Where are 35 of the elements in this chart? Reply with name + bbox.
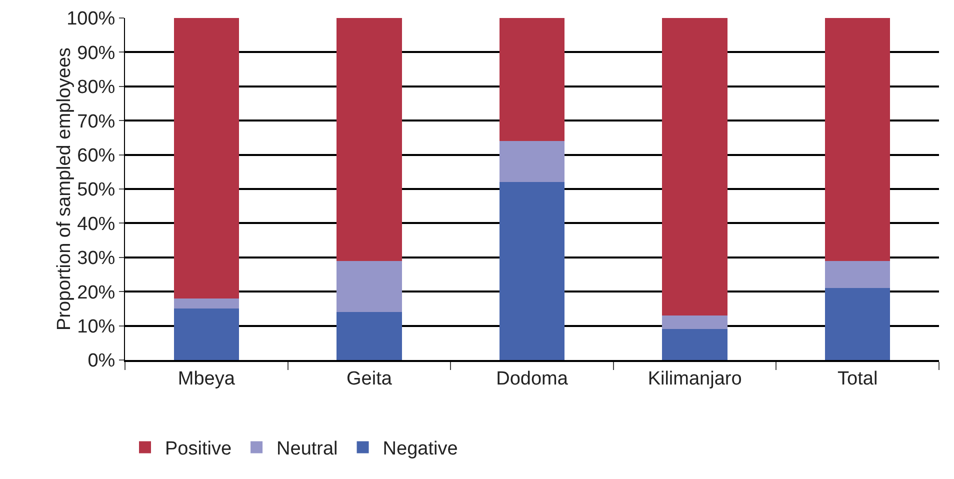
bar bbox=[336, 312, 402, 360]
y-tick-label: 80% bbox=[77, 77, 116, 98]
y-tick-label: 20% bbox=[77, 282, 116, 304]
bar bbox=[174, 298, 239, 309]
y-tick-label: 10% bbox=[77, 316, 116, 338]
y-tick-label: 70% bbox=[77, 111, 116, 132]
bar bbox=[336, 18, 402, 261]
legend-label: Positive bbox=[165, 438, 232, 460]
x-tick-label: Kilimanjaro bbox=[648, 368, 742, 390]
bar bbox=[825, 18, 890, 261]
y-tick-label: 0% bbox=[88, 350, 116, 372]
bar bbox=[662, 316, 728, 330]
legend-label: Neutral bbox=[276, 438, 338, 460]
y-axis-title: Proportion of sampled employees bbox=[54, 47, 76, 331]
bar bbox=[174, 18, 239, 298]
x-tick-label: Dodoma bbox=[496, 368, 568, 390]
y-tick-label: 30% bbox=[77, 248, 116, 270]
y-tick-label: 90% bbox=[77, 42, 116, 64]
bar bbox=[662, 18, 728, 316]
y-tick-label: 60% bbox=[77, 145, 116, 166]
bar bbox=[825, 288, 890, 360]
bar bbox=[174, 308, 239, 360]
y-tick-label: 40% bbox=[77, 214, 116, 235]
bar bbox=[499, 141, 565, 182]
bar bbox=[825, 260, 890, 288]
bar bbox=[336, 260, 402, 312]
x-tick-label: Mbeya bbox=[178, 368, 236, 390]
legend-label: Negative bbox=[382, 438, 458, 460]
bar bbox=[662, 329, 728, 360]
y-tick-label: 100% bbox=[66, 8, 116, 30]
x-tick-label: Geita bbox=[346, 368, 392, 390]
y-tick-label: 50% bbox=[77, 180, 116, 201]
bar bbox=[499, 182, 565, 360]
x-tick-label: Total bbox=[838, 368, 878, 390]
bar bbox=[499, 18, 565, 142]
